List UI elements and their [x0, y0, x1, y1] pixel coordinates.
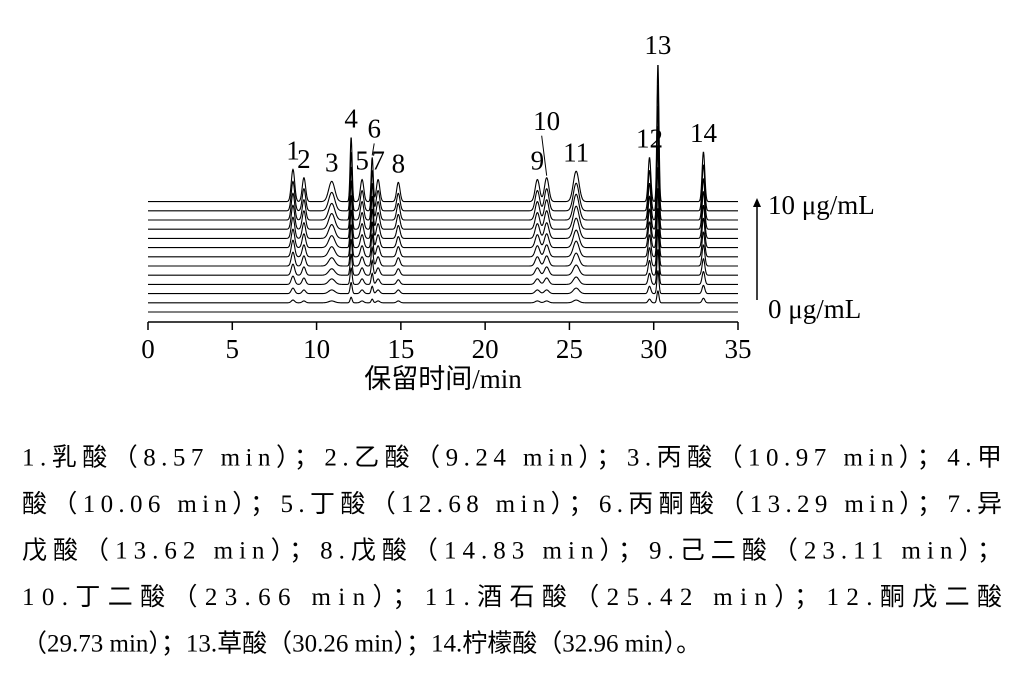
- trace: [148, 167, 738, 249]
- bottom-label: 0 μg/mL: [768, 294, 861, 324]
- leader-line: [371, 143, 375, 156]
- caption-line: 戊酸（13.62 min）；8.戊酸（14.83 min）；9.己二酸（23.1…: [22, 537, 1002, 565]
- trace: [148, 290, 738, 304]
- x-tick-label: 15: [387, 334, 414, 364]
- trace: [148, 106, 738, 221]
- peak-label: 7: [371, 146, 385, 176]
- caption-line: 10.丁二酸（23.66 min）；11.酒石酸（25.42 min）；12.酮…: [22, 583, 1002, 611]
- peak-label: 3: [325, 148, 339, 178]
- arrow-head: [753, 198, 761, 207]
- trace: [148, 188, 738, 258]
- peak-label: 9: [531, 146, 545, 176]
- peak-label: 12: [636, 124, 663, 154]
- x-tick-label: 5: [226, 334, 240, 364]
- peak-label: 5: [355, 146, 369, 176]
- peak-label: 4: [344, 103, 358, 133]
- peak-label: 1: [286, 136, 300, 166]
- trace: [148, 229, 738, 276]
- trace: [148, 85, 738, 212]
- peak-label: 11: [563, 137, 589, 167]
- trace: [148, 64, 738, 203]
- x-tick-label: 30: [640, 334, 667, 364]
- peak-label: 13: [644, 30, 671, 60]
- peak-label: 6: [367, 114, 381, 144]
- trace: [148, 147, 738, 239]
- x-tick-label: 25: [556, 334, 583, 364]
- x-tick-label: 35: [725, 334, 752, 364]
- top-label: 10 μg/mL: [768, 190, 875, 220]
- trace: [148, 126, 738, 230]
- x-tick-label: 0: [141, 334, 155, 364]
- x-tick-label: 20: [472, 334, 499, 364]
- leader-line: [541, 135, 548, 176]
- peak-label: 14: [690, 118, 718, 148]
- caption-line: 1.乳酸（8.57 min）；2.乙酸（9.24 min）；3.丙酸（10.97…: [22, 444, 1002, 472]
- x-axis-label: 保留时间/min: [364, 364, 522, 394]
- trace: [148, 249, 738, 285]
- peak-label: 2: [297, 144, 311, 174]
- caption-line: 酸（10.06 min）；5.丁酸（12.68 min）；6.丙酮酸（13.29…: [22, 490, 1002, 518]
- trace: [148, 208, 738, 267]
- peak-label: 10: [533, 106, 560, 136]
- caption-line: （29.73 min）；13.草酸（30.26 min）；14.柠檬酸（32.9…: [22, 630, 701, 658]
- x-tick-label: 10: [303, 334, 330, 364]
- trace: [148, 270, 738, 295]
- peak-label: 8: [392, 148, 406, 178]
